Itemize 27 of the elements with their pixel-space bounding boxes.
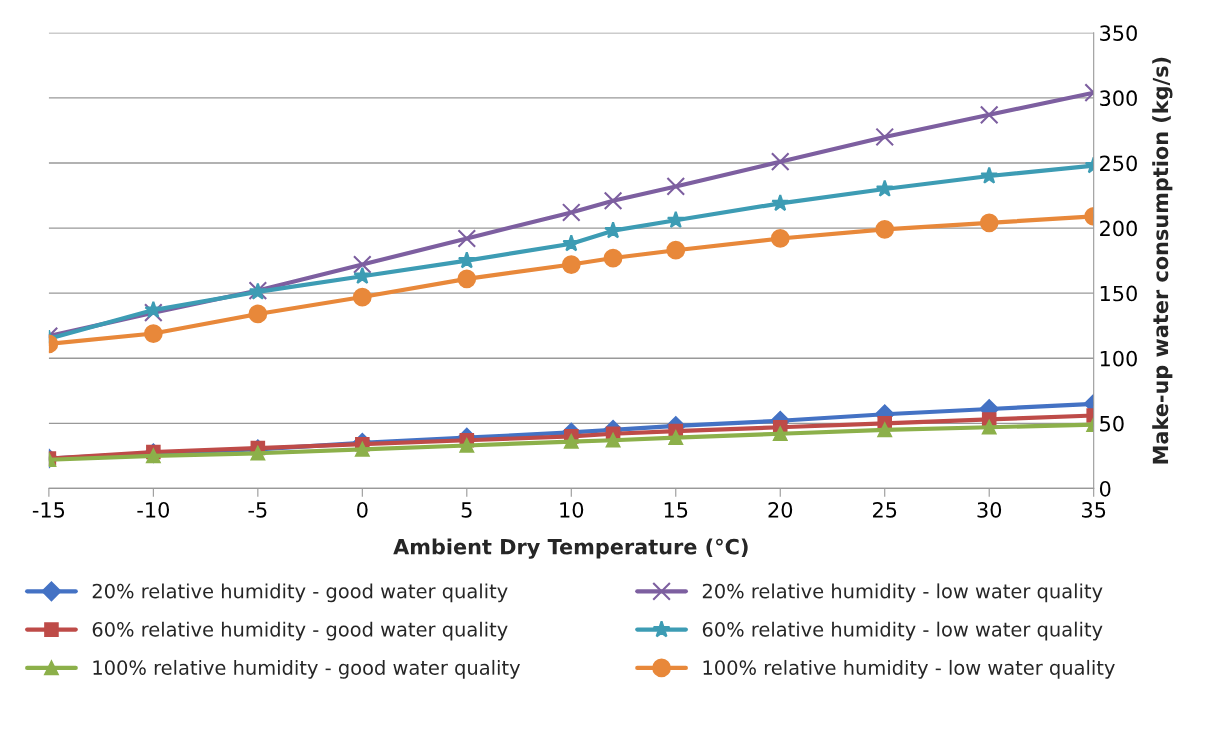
y-tick-label: 0 <box>1099 480 1111 497</box>
legend-label: 20% relative humidity - low water quality <box>702 583 1103 603</box>
legend-label: 20% relative humidity - good water quality <box>92 583 508 603</box>
x-axis-title: Ambient Dry Temperature (°C) <box>393 538 748 559</box>
y-tick-label: 250 <box>1100 155 1137 172</box>
y-tick-label: 300 <box>1100 90 1137 107</box>
legend-label: 100% relative humidity - good water quality <box>93 659 521 679</box>
y-tick-label: 350 <box>1100 25 1137 42</box>
y-tick-label: 150 <box>1100 285 1137 302</box>
y-tick-label: 200 <box>1100 220 1137 237</box>
x-tick-label: 15 <box>664 502 688 518</box>
x-tick-label: 35 <box>1082 501 1106 518</box>
legend-label: 100% relative humidity - low water quality <box>703 659 1115 679</box>
x-tick-label: 0 <box>357 501 368 518</box>
x-tick-label: -10 <box>137 501 169 518</box>
y-tick-label: 100 <box>1100 350 1137 367</box>
x-tick-label: -15 <box>32 502 65 518</box>
x-tick-label: 20 <box>768 501 793 518</box>
x-tick-label: 5 <box>461 502 472 518</box>
y-tick-label: 50 <box>1100 415 1124 432</box>
x-tick-label: 10 <box>560 501 584 518</box>
x-tick-label: 30 <box>977 501 1002 518</box>
x-tick-label: 25 <box>873 501 897 518</box>
x-tick-label: -5 <box>248 502 267 518</box>
legend-label: 60% relative humidity - good water quality <box>92 621 508 641</box>
legend-label: 60% relative humidity - low water quality <box>702 621 1103 641</box>
y-axis-title: Make-up water consumption (kg/s) <box>1152 57 1173 464</box>
